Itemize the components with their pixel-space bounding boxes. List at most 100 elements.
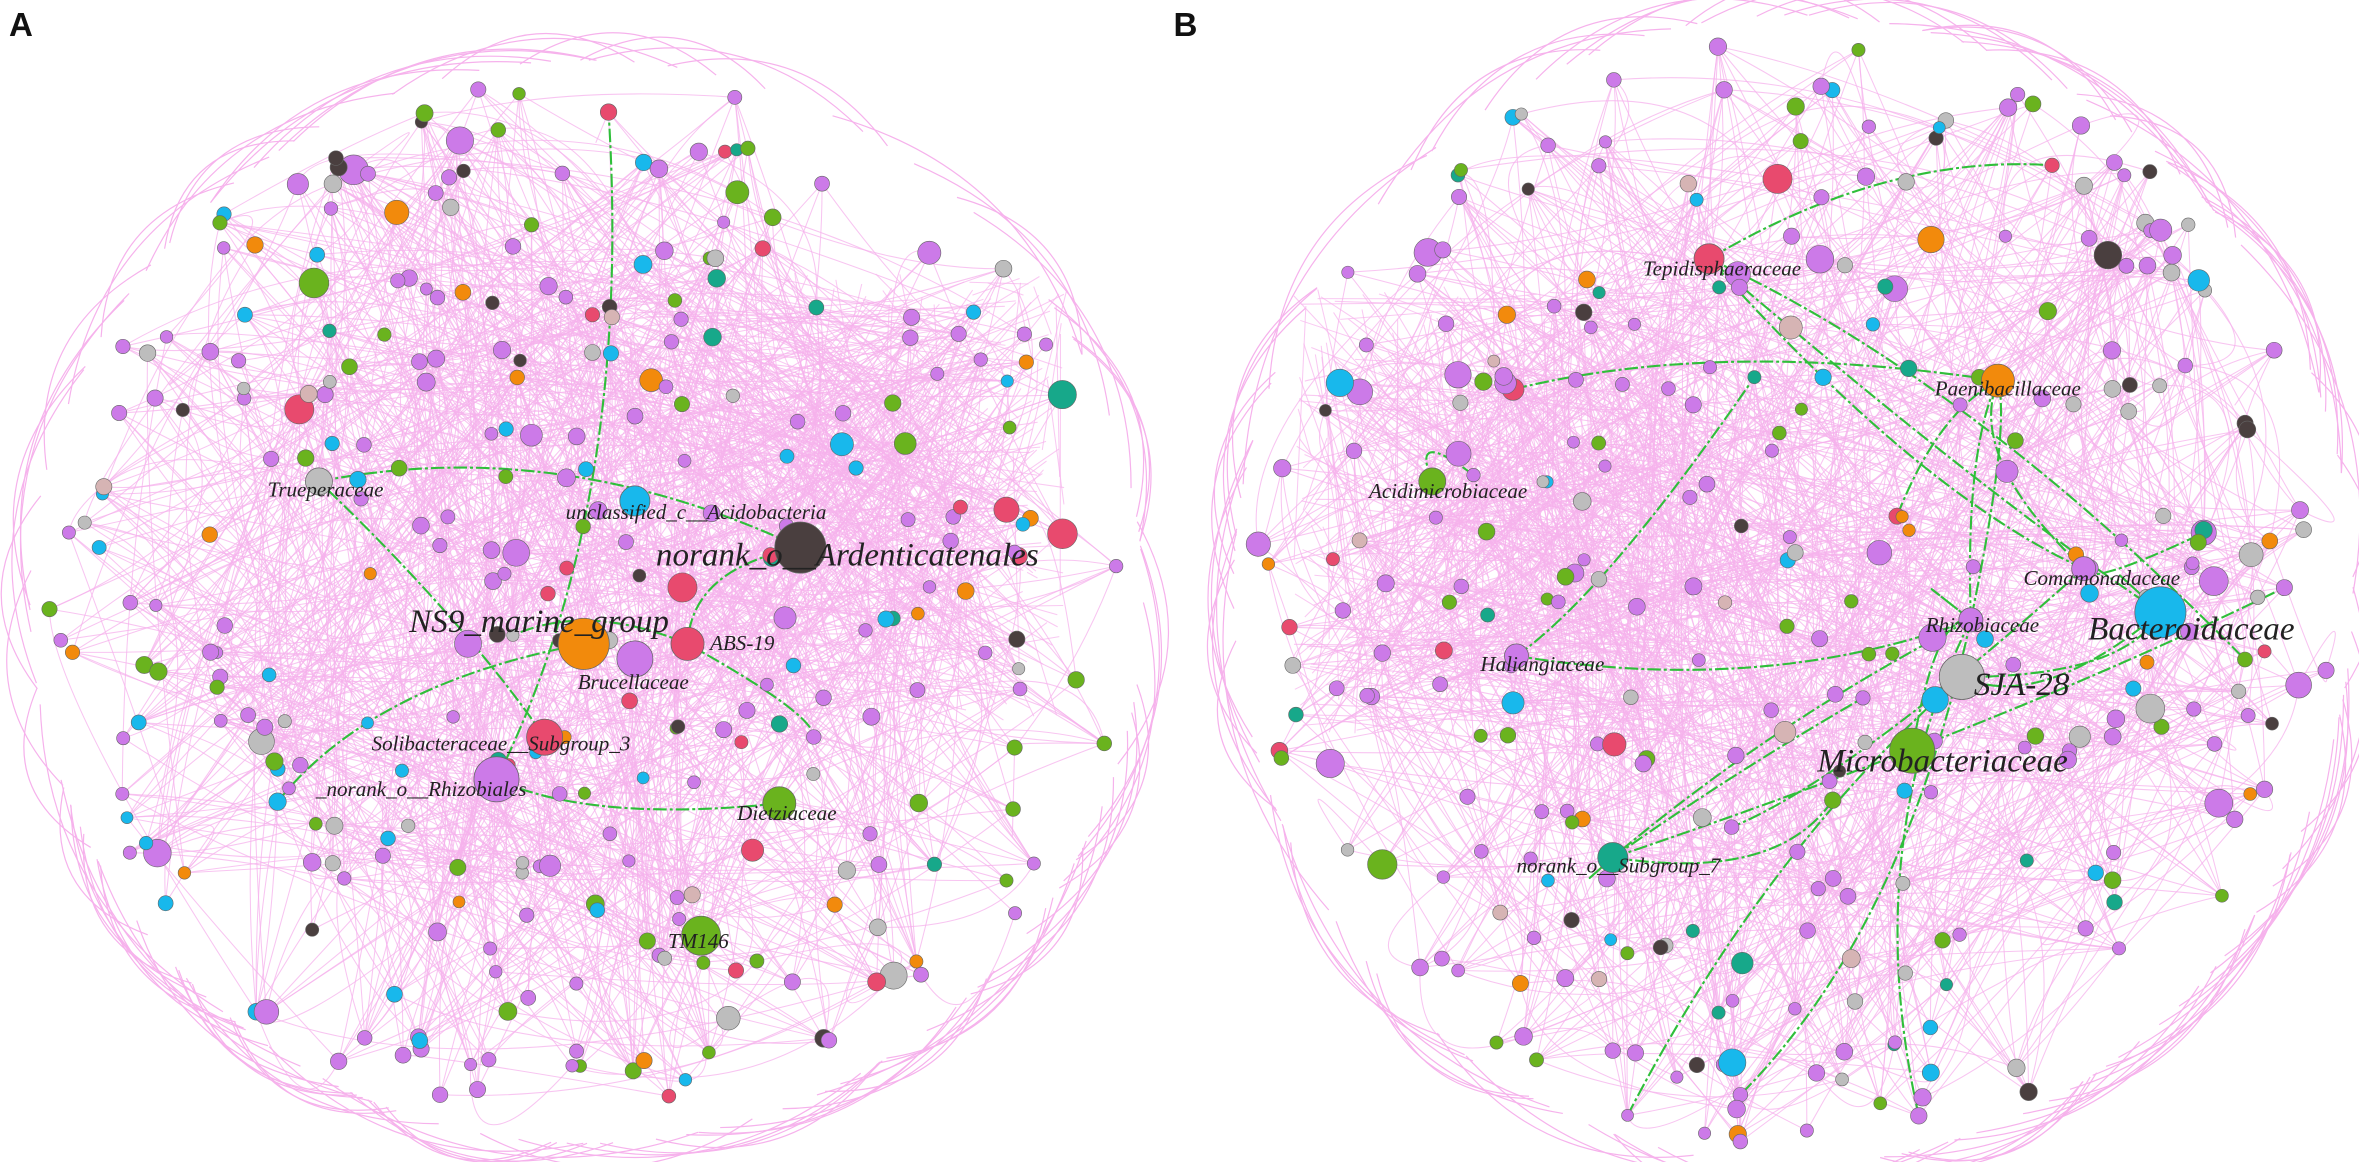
edge: [892, 506, 961, 865]
edge: [435, 192, 693, 895]
edge: [1421, 487, 1561, 639]
node: [384, 199, 410, 225]
edge: [367, 221, 724, 724]
node: [1732, 1087, 1749, 1103]
edge: [220, 476, 507, 722]
edge: [1211, 528, 1278, 811]
node: [2226, 810, 2244, 828]
node: [1861, 119, 1876, 134]
edge: [2092, 811, 2311, 1076]
node-label: _norank_o__Rhizobiales: [315, 777, 526, 801]
node: [602, 345, 619, 362]
edge: [769, 445, 979, 671]
edge: [1662, 425, 1666, 470]
edge: [1458, 453, 2113, 738]
node: [1888, 1035, 1902, 1050]
node: [1602, 732, 1627, 757]
node: [95, 478, 113, 496]
edge: [1370, 696, 1628, 954]
edge: [424, 111, 682, 320]
edge: [1786, 532, 2204, 627]
edge: [1378, 293, 1548, 349]
edge: [1487, 614, 1629, 1116]
edge: [1554, 254, 2173, 307]
node: [2139, 654, 2155, 670]
edge: [1379, 408, 1547, 437]
node: [1501, 691, 1525, 715]
node: [1835, 1043, 1854, 1061]
node: [1534, 804, 1550, 819]
node: [1592, 286, 1606, 300]
node: [1432, 676, 1448, 693]
node: [1453, 578, 1469, 595]
edge: [1475, 293, 1537, 302]
edge: [255, 801, 279, 1012]
node: [554, 165, 571, 182]
edge: [367, 173, 717, 279]
node: [741, 838, 764, 862]
edge: [1483, 307, 1698, 412]
edge: [833, 481, 1038, 493]
edge: [832, 690, 886, 710]
node: [305, 467, 333, 496]
edge: [357, 361, 448, 481]
edge: [945, 622, 1048, 699]
edge: [219, 222, 672, 343]
node: [1245, 531, 1271, 557]
edge: [1637, 417, 1711, 566]
node: [256, 718, 274, 736]
edge: [1424, 379, 1463, 716]
edge: [1519, 371, 1589, 489]
edge: [1377, 28, 1672, 205]
node: [760, 677, 774, 692]
edge: [933, 417, 1022, 643]
edge: [1598, 165, 1944, 941]
node: [2007, 1058, 2026, 1077]
edge: [518, 93, 1004, 270]
edge: [2201, 196, 2327, 412]
edge: [2133, 688, 2237, 751]
node: [77, 515, 92, 530]
edge: [1519, 983, 1737, 1110]
node: [621, 692, 638, 710]
edge: [407, 825, 500, 1065]
edge: [950, 268, 1033, 542]
node: [1839, 888, 1857, 905]
edge: [84, 93, 520, 524]
edge: [874, 331, 903, 371]
edge: [1443, 286, 1608, 596]
node: [2005, 656, 2022, 673]
node: [1846, 993, 1864, 1010]
edge: [138, 721, 421, 1041]
edge: [1594, 343, 1709, 447]
node: [667, 572, 698, 603]
node: [681, 915, 722, 956]
edge: [870, 337, 912, 717]
node: [884, 394, 902, 412]
edge: [1410, 49, 1601, 171]
node: [2275, 579, 2293, 597]
node: [1489, 1035, 1504, 1050]
edge: [1442, 428, 1714, 620]
edge: [166, 332, 437, 360]
edge: [1583, 311, 2215, 745]
node: [298, 267, 330, 299]
edge: [210, 69, 480, 203]
edge: [382, 668, 1019, 857]
edge: [1564, 308, 1642, 515]
node: [2122, 377, 2138, 393]
edge: [1279, 750, 1501, 914]
edge: [878, 897, 1054, 1064]
edge: [1396, 615, 1703, 674]
edge: [220, 675, 1014, 810]
edge: [770, 575, 988, 607]
node: [673, 311, 689, 327]
edge: [1336, 687, 1583, 820]
edge: [1523, 934, 1611, 1037]
edge: [255, 1011, 340, 1090]
node: [415, 104, 434, 123]
edge: [1310, 666, 1609, 699]
edge: [729, 458, 744, 691]
edge: [1372, 617, 1642, 733]
edge: [1736, 587, 2285, 1110]
